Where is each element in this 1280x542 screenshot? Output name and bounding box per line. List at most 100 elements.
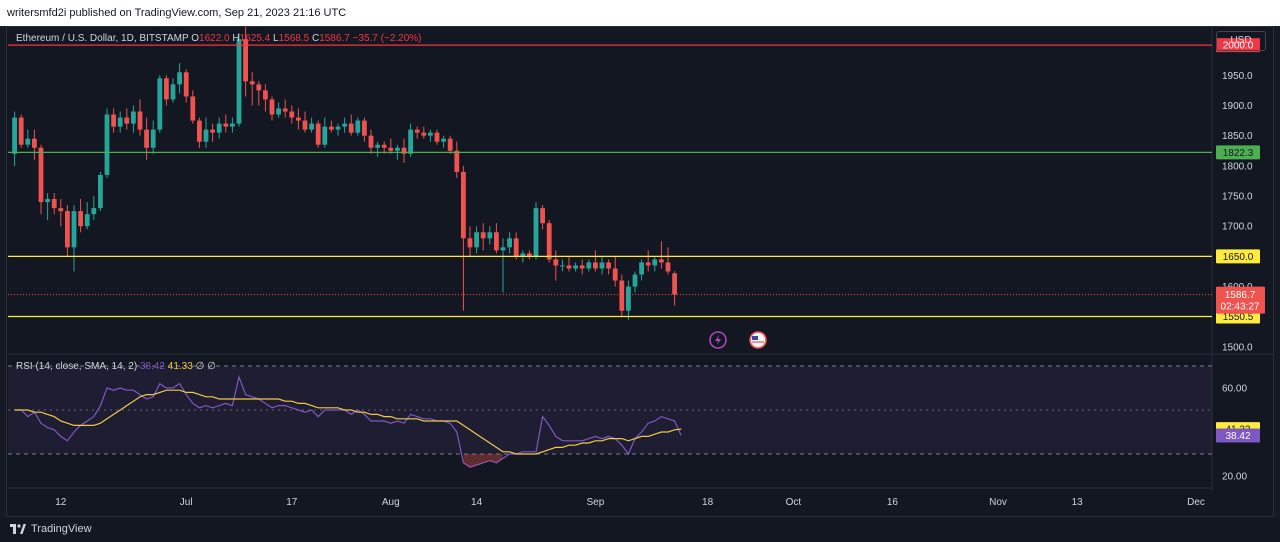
candle-body <box>461 171 466 239</box>
level-tag <box>1216 249 1260 264</box>
candle-body <box>408 129 413 154</box>
candle-body <box>553 259 559 266</box>
candle-body <box>309 123 314 130</box>
candle-body <box>612 268 618 281</box>
candle-body <box>78 211 83 227</box>
candle-body <box>296 117 301 121</box>
candle-body <box>32 138 37 148</box>
candle-body <box>335 126 341 130</box>
candle-body <box>164 78 169 100</box>
candle-body <box>560 265 565 267</box>
candle-body <box>249 81 255 85</box>
level-tag <box>1216 38 1260 53</box>
candle-body <box>302 120 308 130</box>
candle-body <box>579 265 585 269</box>
candle-body <box>421 132 427 136</box>
price-axis-tick: 1850.0 <box>1222 131 1253 142</box>
publisher-bar: writersmfd2i published on TradingView.co… <box>0 0 1280 26</box>
candle-body <box>45 199 50 203</box>
candle-body <box>480 232 486 239</box>
chart-canvas[interactable]: 1500.01600.01700.01750.01800.01850.01900… <box>0 0 1280 517</box>
time-axis-tick: 12 <box>55 497 67 508</box>
low-value: 1568.5 <box>278 33 310 44</box>
time-axis-tick: Dec <box>1187 497 1205 508</box>
last-price-countdown: 02:43:27 <box>1221 302 1260 313</box>
candle-body <box>203 129 209 142</box>
rsi-value-tag <box>1216 428 1260 443</box>
price-axis-tick: 1950.0 <box>1222 71 1253 82</box>
tradingview-logo[interactable]: TradingView <box>10 523 92 535</box>
candle-body <box>619 280 625 311</box>
rsi-axis-tick: 60.00 <box>1222 384 1247 395</box>
currency-button[interactable]: USD <box>1216 31 1266 51</box>
candle-body <box>474 232 479 248</box>
candle-body <box>111 114 116 127</box>
symbol-legend: Ethereum / U.S. Dollar, 1D, BITSTAMP O 16… <box>16 33 422 44</box>
price-axis-tick: 1500.0 <box>1222 342 1253 353</box>
rsi-extra: ∅ ∅ <box>195 361 216 372</box>
candle-body <box>632 274 638 287</box>
low-label: L <box>273 33 279 44</box>
candle-body <box>282 108 288 112</box>
lightning-glyph <box>715 335 721 345</box>
candle-body <box>263 90 268 100</box>
candle-body <box>12 117 17 154</box>
candle-body <box>84 214 90 227</box>
candle-body <box>104 114 110 175</box>
candle-body <box>51 199 57 209</box>
rsi-axis-tick: 20.00 <box>1222 472 1247 483</box>
candle-body <box>131 111 136 124</box>
rsi-line <box>14 374 682 468</box>
candle-body <box>210 129 215 133</box>
open-label: O <box>191 33 200 44</box>
candle-body <box>652 259 658 266</box>
candle-body <box>441 138 446 142</box>
level-tag <box>1216 145 1260 160</box>
candle-body <box>197 120 202 142</box>
candle-body <box>494 232 499 251</box>
candle-body <box>454 150 460 172</box>
level-tag-label: 1822.3 <box>1223 148 1254 159</box>
level-tag-label: 2000.0 <box>1223 41 1254 52</box>
candle-body <box>342 123 347 127</box>
symbol-name: Ethereum / U.S. Dollar, 1D, BITSTAMP <box>16 33 189 44</box>
candle-body <box>315 123 321 145</box>
candle-body <box>659 259 664 263</box>
price-axis-tick: 1750.0 <box>1222 192 1253 203</box>
candle-body <box>58 208 64 212</box>
publisher-text: writersmfd2i published on TradingView.co… <box>7 7 347 19</box>
price-axis-tick: 1900.0 <box>1222 101 1253 112</box>
time-axis-tick: Nov <box>989 497 1007 508</box>
candle-body <box>98 174 103 209</box>
candle-body <box>170 84 176 100</box>
candle-body <box>665 262 671 272</box>
candle-body <box>520 253 526 257</box>
candle-body <box>25 138 31 145</box>
candle-body <box>447 138 453 151</box>
candle-body <box>150 129 156 148</box>
level-tag-label: 1650.0 <box>1223 252 1254 263</box>
candle-body <box>276 108 281 115</box>
level-tag-label: 1550.5 <box>1223 312 1254 323</box>
rsi-name: RSI (14, close, SMA, 14, 2) <box>16 361 138 372</box>
candle-body <box>124 117 130 124</box>
candle-body <box>236 39 242 124</box>
candle-body <box>395 147 400 151</box>
candle-body <box>177 72 182 85</box>
candle-body <box>223 123 229 127</box>
change-value: −35.7 (−2.20%) <box>352 33 422 44</box>
rsi-oversold-fill <box>463 454 503 468</box>
candle-body <box>322 126 328 145</box>
high-label: H <box>232 33 240 44</box>
candle-body <box>467 238 473 248</box>
candle-body <box>593 262 598 269</box>
candle-body <box>368 135 374 148</box>
high-value: 1625.4 <box>239 33 271 44</box>
candle-body <box>388 147 394 151</box>
candle-body <box>137 111 143 130</box>
tradingview-logo-icon <box>10 524 26 534</box>
candle-body <box>599 262 605 269</box>
candle-body <box>117 117 123 127</box>
price-axis-tick: 1800.0 <box>1222 161 1253 172</box>
time-axis-tick: Jul <box>180 497 193 508</box>
